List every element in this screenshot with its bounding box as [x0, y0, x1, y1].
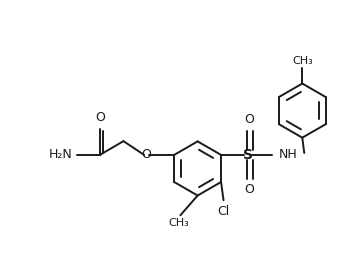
Text: CH₃: CH₃	[169, 218, 189, 228]
Text: O: O	[142, 148, 152, 161]
Text: O: O	[245, 113, 255, 126]
Text: NH: NH	[279, 148, 298, 161]
Text: S: S	[243, 148, 253, 162]
Text: Cl: Cl	[217, 205, 230, 218]
Text: O: O	[245, 184, 255, 196]
Text: H₂N: H₂N	[48, 148, 72, 161]
Text: CH₃: CH₃	[292, 56, 313, 66]
Text: O: O	[95, 111, 105, 124]
